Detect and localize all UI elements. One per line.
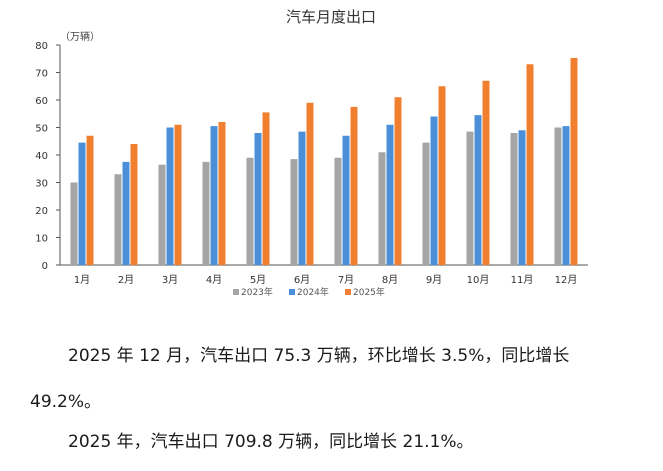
bar-2023年-12月 (554, 127, 562, 265)
bar-2023年-5月 (246, 157, 254, 265)
bar-2025年-4月 (218, 122, 226, 265)
x-tick-label: 12月 (555, 274, 578, 286)
legend-label-2023年: 2023年 (241, 286, 273, 298)
y-tick-label: 30 (35, 179, 48, 190)
bar-2025年-5月 (262, 112, 270, 265)
y-tick-label: 70 (35, 69, 48, 80)
bar-2023年-11月 (510, 133, 518, 265)
bar-2025年-10月 (482, 80, 490, 265)
bar-2025年-2月 (130, 144, 138, 265)
legend-label-2024年: 2024年 (297, 286, 329, 298)
x-tick-label: 3月 (162, 274, 178, 286)
bar-2024年-2月 (122, 161, 130, 265)
bar-2024年-12月 (562, 126, 570, 265)
bar-2023年-10月 (466, 131, 474, 265)
x-tick-label: 4月 (206, 274, 222, 286)
bar-2024年-3月 (166, 127, 174, 265)
december-summary-line1: 2025 年 12 月，汽车出口 75.3 万辆，环比增长 3.5%，同比增长 (68, 346, 570, 366)
y-tick-label: 20 (35, 206, 48, 217)
bar-2025年-3月 (174, 124, 182, 265)
bar-2025年-6月 (306, 102, 314, 265)
annual-summary: 2025 年，汽车出口 709.8 万辆，同比增长 21.1%。 (68, 432, 474, 452)
x-tick-label: 2月 (118, 274, 134, 286)
bar-2023年-9月 (422, 142, 430, 265)
x-tick-label: 5月 (250, 274, 266, 286)
x-tick-label: 9月 (426, 274, 442, 286)
bar-2024年-8月 (386, 124, 394, 265)
bar-2023年-7月 (334, 157, 342, 265)
x-tick-label: 1月 (74, 274, 90, 286)
december-summary-line2: 49.2%。 (30, 392, 102, 412)
y-tick-label: 10 (35, 234, 48, 245)
bar-2025年-11月 (526, 64, 534, 265)
y-tick-label: 0 (42, 261, 48, 272)
bar-2024年-10月 (474, 115, 482, 265)
bar-2023年-3月 (158, 164, 166, 265)
bar-2023年-8月 (378, 152, 386, 265)
monthly-export-bar-chart: 汽车月度出口 （万辆） 0 10 20 30 40 50 60 70 80 1月 2月 3月 4月 5月 6月 7… (35, 8, 588, 298)
x-tick-label: 8月 (382, 274, 398, 286)
bar-2025年-7月 (350, 106, 358, 265)
y-tick-label: 50 (35, 124, 48, 135)
bar-2024年-1月 (78, 142, 86, 265)
legend-label-2025年: 2025年 (353, 286, 385, 298)
bar-2025年-12月 (570, 57, 578, 265)
y-tick-label: 80 (35, 41, 48, 52)
bar-2024年-11月 (518, 130, 526, 265)
x-tick-label: 7月 (338, 274, 354, 286)
bar-2023年-6月 (290, 159, 298, 265)
legend-swatch-2025年 (345, 289, 351, 295)
bar-2023年-4月 (202, 161, 210, 265)
y-axis-unit-label: （万辆） (60, 30, 100, 43)
x-tick-label: 6月 (294, 274, 310, 286)
bar-2023年-2月 (114, 174, 122, 265)
legend-swatch-2023年 (233, 289, 239, 295)
y-tick-label: 60 (35, 96, 48, 107)
bar-2024年-7月 (342, 135, 350, 265)
bar-2025年-8月 (394, 97, 402, 265)
bar-2024年-6月 (298, 131, 306, 265)
chart-title: 汽车月度出口 (286, 8, 376, 26)
x-tick-label: 11月 (511, 274, 534, 286)
bar-2024年-9月 (430, 116, 438, 265)
y-tick-label: 40 (35, 151, 48, 162)
bar-2023年-1月 (70, 182, 78, 265)
bar-2024年-4月 (210, 126, 218, 265)
chart-container: 汽车月度出口 （万辆） 0 10 20 30 40 50 60 70 80 1月 2月 3月 4月 5月 6月 7… (35, 8, 588, 298)
bar-2025年-9月 (438, 86, 446, 265)
bar-2024年-5月 (254, 133, 262, 265)
legend-swatch-2024年 (289, 289, 295, 295)
x-tick-label: 10月 (467, 274, 490, 286)
bar-2025年-1月 (86, 135, 94, 265)
